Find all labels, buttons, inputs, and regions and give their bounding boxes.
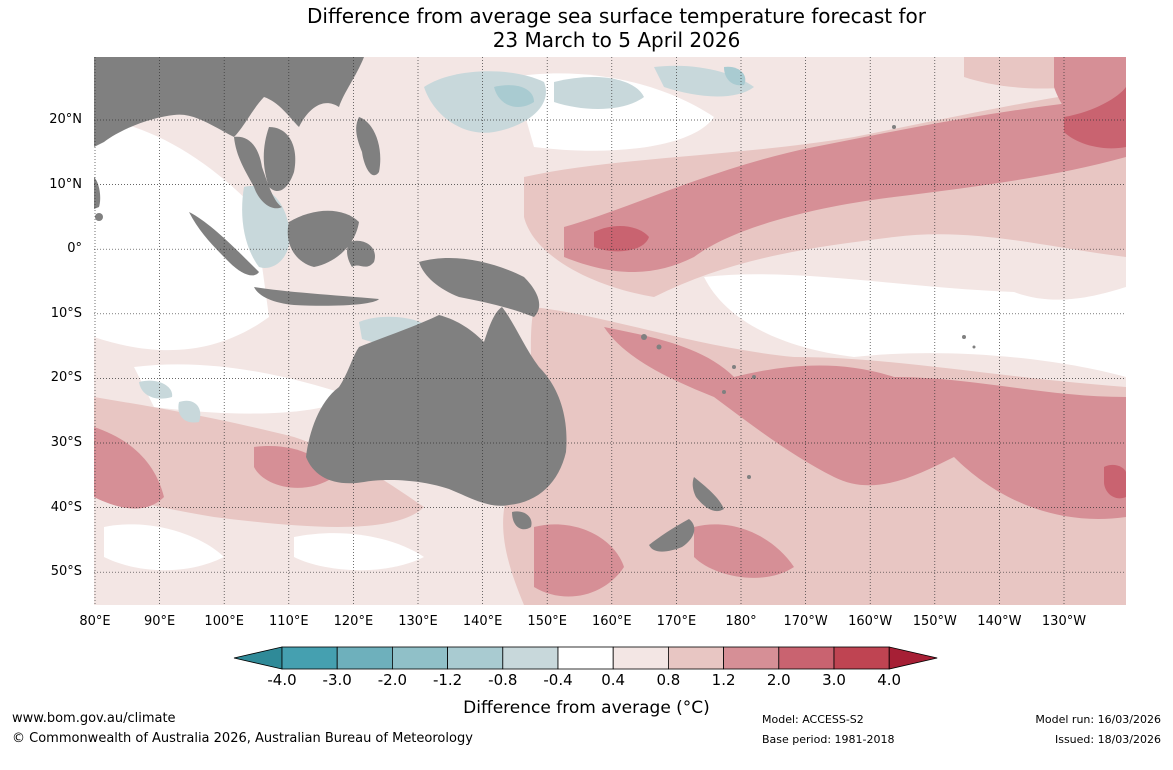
colorbar-segment: [281, 646, 338, 670]
land-new-zealand-north: [692, 477, 724, 512]
lon-label: 130°E: [398, 614, 438, 629]
colorbar-tick-label: 0.4: [601, 671, 626, 689]
land-sulawesi: [347, 240, 375, 267]
land-new-zealand-south: [649, 519, 695, 552]
colorbar-tick-label: 1.2: [711, 671, 736, 689]
lon-label: 140°W: [977, 614, 1022, 629]
lon-label: 180°: [725, 614, 757, 629]
graticule: [94, 57, 1126, 605]
lon-label: 160°W: [848, 614, 893, 629]
colorbar-segment: [723, 646, 780, 670]
footer-base-period: Base period: 1981-2018: [762, 733, 895, 746]
colorbar-extend-high: [888, 646, 938, 670]
lon-label: 140°E: [462, 614, 503, 629]
colorbar-segment: [502, 646, 559, 670]
lat-label: 10°N: [49, 176, 82, 192]
lat-label: 0°: [67, 241, 82, 257]
land-indochina: [263, 127, 296, 192]
footer-copyright: © Commonwealth of Australia 2026, Austra…: [12, 731, 473, 746]
land: [94, 57, 976, 552]
lat-label: 10°S: [50, 305, 82, 321]
colorbar-tick-label: -3.0: [322, 671, 352, 689]
lat-label: 40°S: [50, 499, 82, 515]
lat-label: 20°S: [50, 370, 82, 386]
land-borneo: [287, 210, 359, 267]
footer-issued: Issued: 18/03/2026: [1054, 733, 1161, 746]
anomaly-band-2.0-3.0: [594, 87, 1126, 499]
lon-label: 160°E: [592, 614, 632, 629]
land-java: [254, 287, 379, 306]
land-new-guinea: [419, 257, 540, 317]
colorbar-segment: [391, 646, 448, 670]
colorbar-label: Difference from average (°C): [463, 698, 710, 718]
colorbar-tick-label: -1.2: [432, 671, 463, 689]
colorbar-tick-label: 3.0: [822, 671, 846, 689]
colorbar-tick-label: -4.0: [267, 671, 297, 689]
lat-label: 20°N: [49, 112, 82, 127]
colorbar-tick-label: 0.8: [656, 671, 681, 689]
lat-label: 30°S: [50, 435, 82, 450]
colorbar: [233, 646, 938, 670]
anomaly-band-cool-medium: [494, 66, 746, 107]
lon-label: 100°E: [204, 614, 244, 629]
land-north-america-edge: [94, 177, 101, 209]
colorbar-segment: [557, 646, 614, 670]
land-asia: [94, 57, 364, 147]
colorbar-segment: [447, 646, 504, 670]
lon-label: 110°E: [269, 614, 309, 629]
colorbar-segment: [667, 646, 724, 670]
footer-model-run: Model run: 16/03/2026: [1035, 713, 1161, 726]
footer-model: Model: ACCESS-S2: [762, 713, 864, 726]
map-canvas: [94, 57, 1126, 605]
colorbar-tick-label: -0.4: [543, 671, 573, 689]
colorbar-extend-low: [233, 646, 283, 670]
colorbar-tick-label: -0.8: [488, 671, 518, 689]
colorbar-segment: [778, 646, 835, 670]
map-title: Difference from average sea surface temp…: [0, 4, 1173, 52]
lon-label: 170°W: [783, 614, 828, 629]
colorbar-tick-label: 4.0: [877, 671, 902, 689]
lon-label: 130°W: [1041, 614, 1087, 629]
colorbar-tick-label: 2.0: [766, 671, 791, 689]
land-australia: [306, 307, 567, 506]
title-line-2: 23 March to 5 April 2026: [492, 28, 741, 52]
colorbar-segment: [833, 646, 890, 670]
lon-label: 150°E: [527, 614, 567, 629]
colorbar-segment: [336, 646, 393, 670]
sst-anomaly-map: [94, 57, 1126, 605]
lon-label: 170°E: [656, 614, 697, 629]
land-tasmania: [512, 511, 532, 530]
colorbar-tick-label: -2.0: [377, 671, 408, 689]
footer-website[interactable]: www.bom.gov.au/climate: [12, 711, 176, 726]
lat-label: 50°S: [50, 564, 82, 580]
colorbar-segment: [612, 646, 669, 670]
title-line-1: Difference from average sea surface temp…: [306, 4, 926, 28]
lon-label: 90°E: [143, 614, 176, 629]
lon-label: 150°W: [912, 614, 957, 629]
lon-label: 120°E: [333, 614, 374, 629]
lon-label: 80°E: [79, 614, 111, 629]
land-philippines: [356, 117, 381, 176]
land-southeast-asia: [234, 136, 282, 209]
